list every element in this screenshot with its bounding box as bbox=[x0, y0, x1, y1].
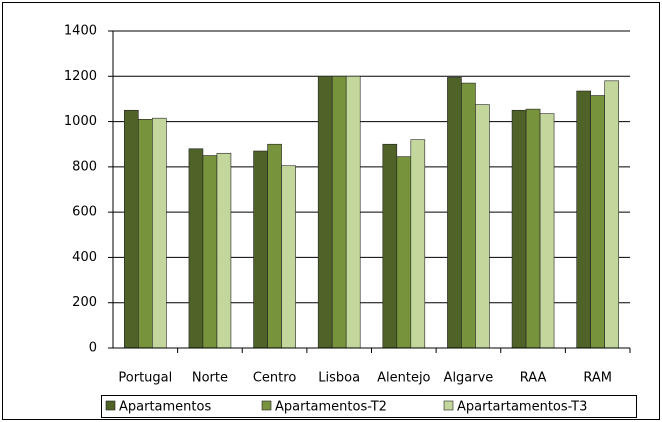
bar bbox=[447, 77, 462, 349]
x-tick-label: Alentejo bbox=[377, 371, 430, 386]
x-tick-label: Norte bbox=[192, 371, 228, 386]
bar bbox=[461, 82, 476, 349]
legend-label: Apartamentos-T2 bbox=[275, 400, 387, 415]
legend-swatch bbox=[443, 400, 454, 411]
bar bbox=[590, 95, 605, 349]
bar bbox=[216, 152, 232, 349]
bar bbox=[124, 109, 139, 349]
y-tick-label: 1000 bbox=[64, 114, 97, 129]
y-tick-label: 0 bbox=[89, 341, 97, 356]
bar bbox=[475, 104, 490, 349]
bar bbox=[202, 155, 218, 349]
x-tick-label: Lisboa bbox=[318, 371, 360, 386]
legend-label: Apartamentos bbox=[119, 400, 211, 415]
bar bbox=[253, 150, 268, 349]
bar bbox=[396, 156, 412, 349]
legend-swatch bbox=[105, 400, 116, 411]
bar bbox=[604, 80, 619, 349]
bar bbox=[345, 75, 361, 349]
bar bbox=[382, 143, 398, 349]
x-tick-label: RAA bbox=[520, 371, 547, 386]
bar bbox=[539, 113, 555, 349]
y-tick-label: 200 bbox=[72, 295, 97, 310]
y-tick-label: 1400 bbox=[64, 24, 97, 39]
y-tick-label: 1200 bbox=[64, 69, 97, 84]
y-tick-label: 400 bbox=[72, 250, 97, 265]
bar bbox=[138, 119, 153, 349]
y-tick-label: 800 bbox=[72, 159, 97, 174]
bar bbox=[576, 90, 591, 349]
legend-label: Apartartamentos-T3 bbox=[457, 400, 587, 415]
x-tick-label: Algarve bbox=[444, 371, 494, 386]
bar bbox=[188, 148, 204, 349]
legend-box bbox=[101, 395, 637, 418]
bar bbox=[511, 109, 527, 349]
bar bbox=[331, 75, 347, 349]
x-tick-label: RAM bbox=[583, 371, 612, 386]
y-tick-label: 600 bbox=[72, 205, 97, 220]
bar bbox=[267, 143, 282, 349]
x-tick-label: Centro bbox=[253, 371, 296, 386]
bar bbox=[525, 108, 541, 349]
bar bbox=[281, 165, 296, 349]
bar bbox=[152, 117, 167, 349]
legend-swatch bbox=[261, 400, 272, 411]
bar bbox=[410, 139, 426, 349]
x-tick-label: Portugal bbox=[118, 371, 172, 386]
bar bbox=[317, 75, 333, 349]
